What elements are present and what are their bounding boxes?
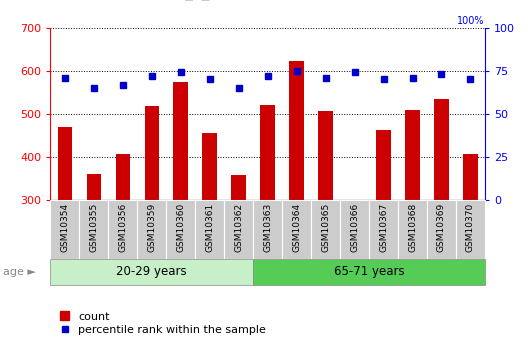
Bar xyxy=(369,200,398,259)
Bar xyxy=(116,154,130,200)
Text: GSM10370: GSM10370 xyxy=(466,203,475,252)
Bar xyxy=(405,110,420,200)
Text: GSM10356: GSM10356 xyxy=(118,203,127,252)
Bar xyxy=(260,105,275,200)
Bar xyxy=(319,111,333,200)
Bar xyxy=(340,200,369,259)
Text: age ►: age ► xyxy=(3,267,36,277)
Bar xyxy=(137,200,166,259)
Bar xyxy=(253,200,282,259)
Bar xyxy=(376,130,391,200)
Text: GSM10362: GSM10362 xyxy=(234,203,243,252)
Text: GSM10368: GSM10368 xyxy=(408,203,417,252)
Bar xyxy=(398,200,427,259)
Text: 20-29 years: 20-29 years xyxy=(117,265,187,278)
Bar xyxy=(80,200,108,259)
Bar xyxy=(50,259,253,285)
Text: GSM10355: GSM10355 xyxy=(90,203,98,252)
Text: GSM10360: GSM10360 xyxy=(176,203,185,252)
Text: GSM10363: GSM10363 xyxy=(263,203,272,252)
Bar xyxy=(108,200,137,259)
Bar xyxy=(50,200,80,259)
Bar xyxy=(58,127,72,200)
Bar xyxy=(86,174,101,200)
Text: GSM10359: GSM10359 xyxy=(147,203,156,252)
Text: GSM10365: GSM10365 xyxy=(321,203,330,252)
Bar xyxy=(434,99,449,200)
Bar xyxy=(311,200,340,259)
Legend: count, percentile rank within the sample: count, percentile rank within the sample xyxy=(56,307,270,339)
Text: 100%: 100% xyxy=(457,16,485,26)
Text: GSM10369: GSM10369 xyxy=(437,203,446,252)
Text: 65-71 years: 65-71 years xyxy=(334,265,404,278)
Bar xyxy=(463,154,478,200)
Bar xyxy=(166,200,195,259)
Text: GSM10367: GSM10367 xyxy=(379,203,388,252)
Text: GSM10361: GSM10361 xyxy=(205,203,214,252)
Bar xyxy=(145,106,159,200)
Text: GSM10364: GSM10364 xyxy=(292,203,301,252)
Bar xyxy=(427,200,456,259)
Bar xyxy=(253,259,485,285)
Bar xyxy=(289,61,304,200)
Bar xyxy=(224,200,253,259)
Bar xyxy=(195,200,224,259)
Text: GSM10366: GSM10366 xyxy=(350,203,359,252)
Bar xyxy=(202,133,217,200)
Bar xyxy=(456,200,485,259)
Bar xyxy=(173,82,188,200)
Bar xyxy=(232,175,246,200)
Text: GSM10354: GSM10354 xyxy=(60,203,69,252)
Bar xyxy=(282,200,311,259)
